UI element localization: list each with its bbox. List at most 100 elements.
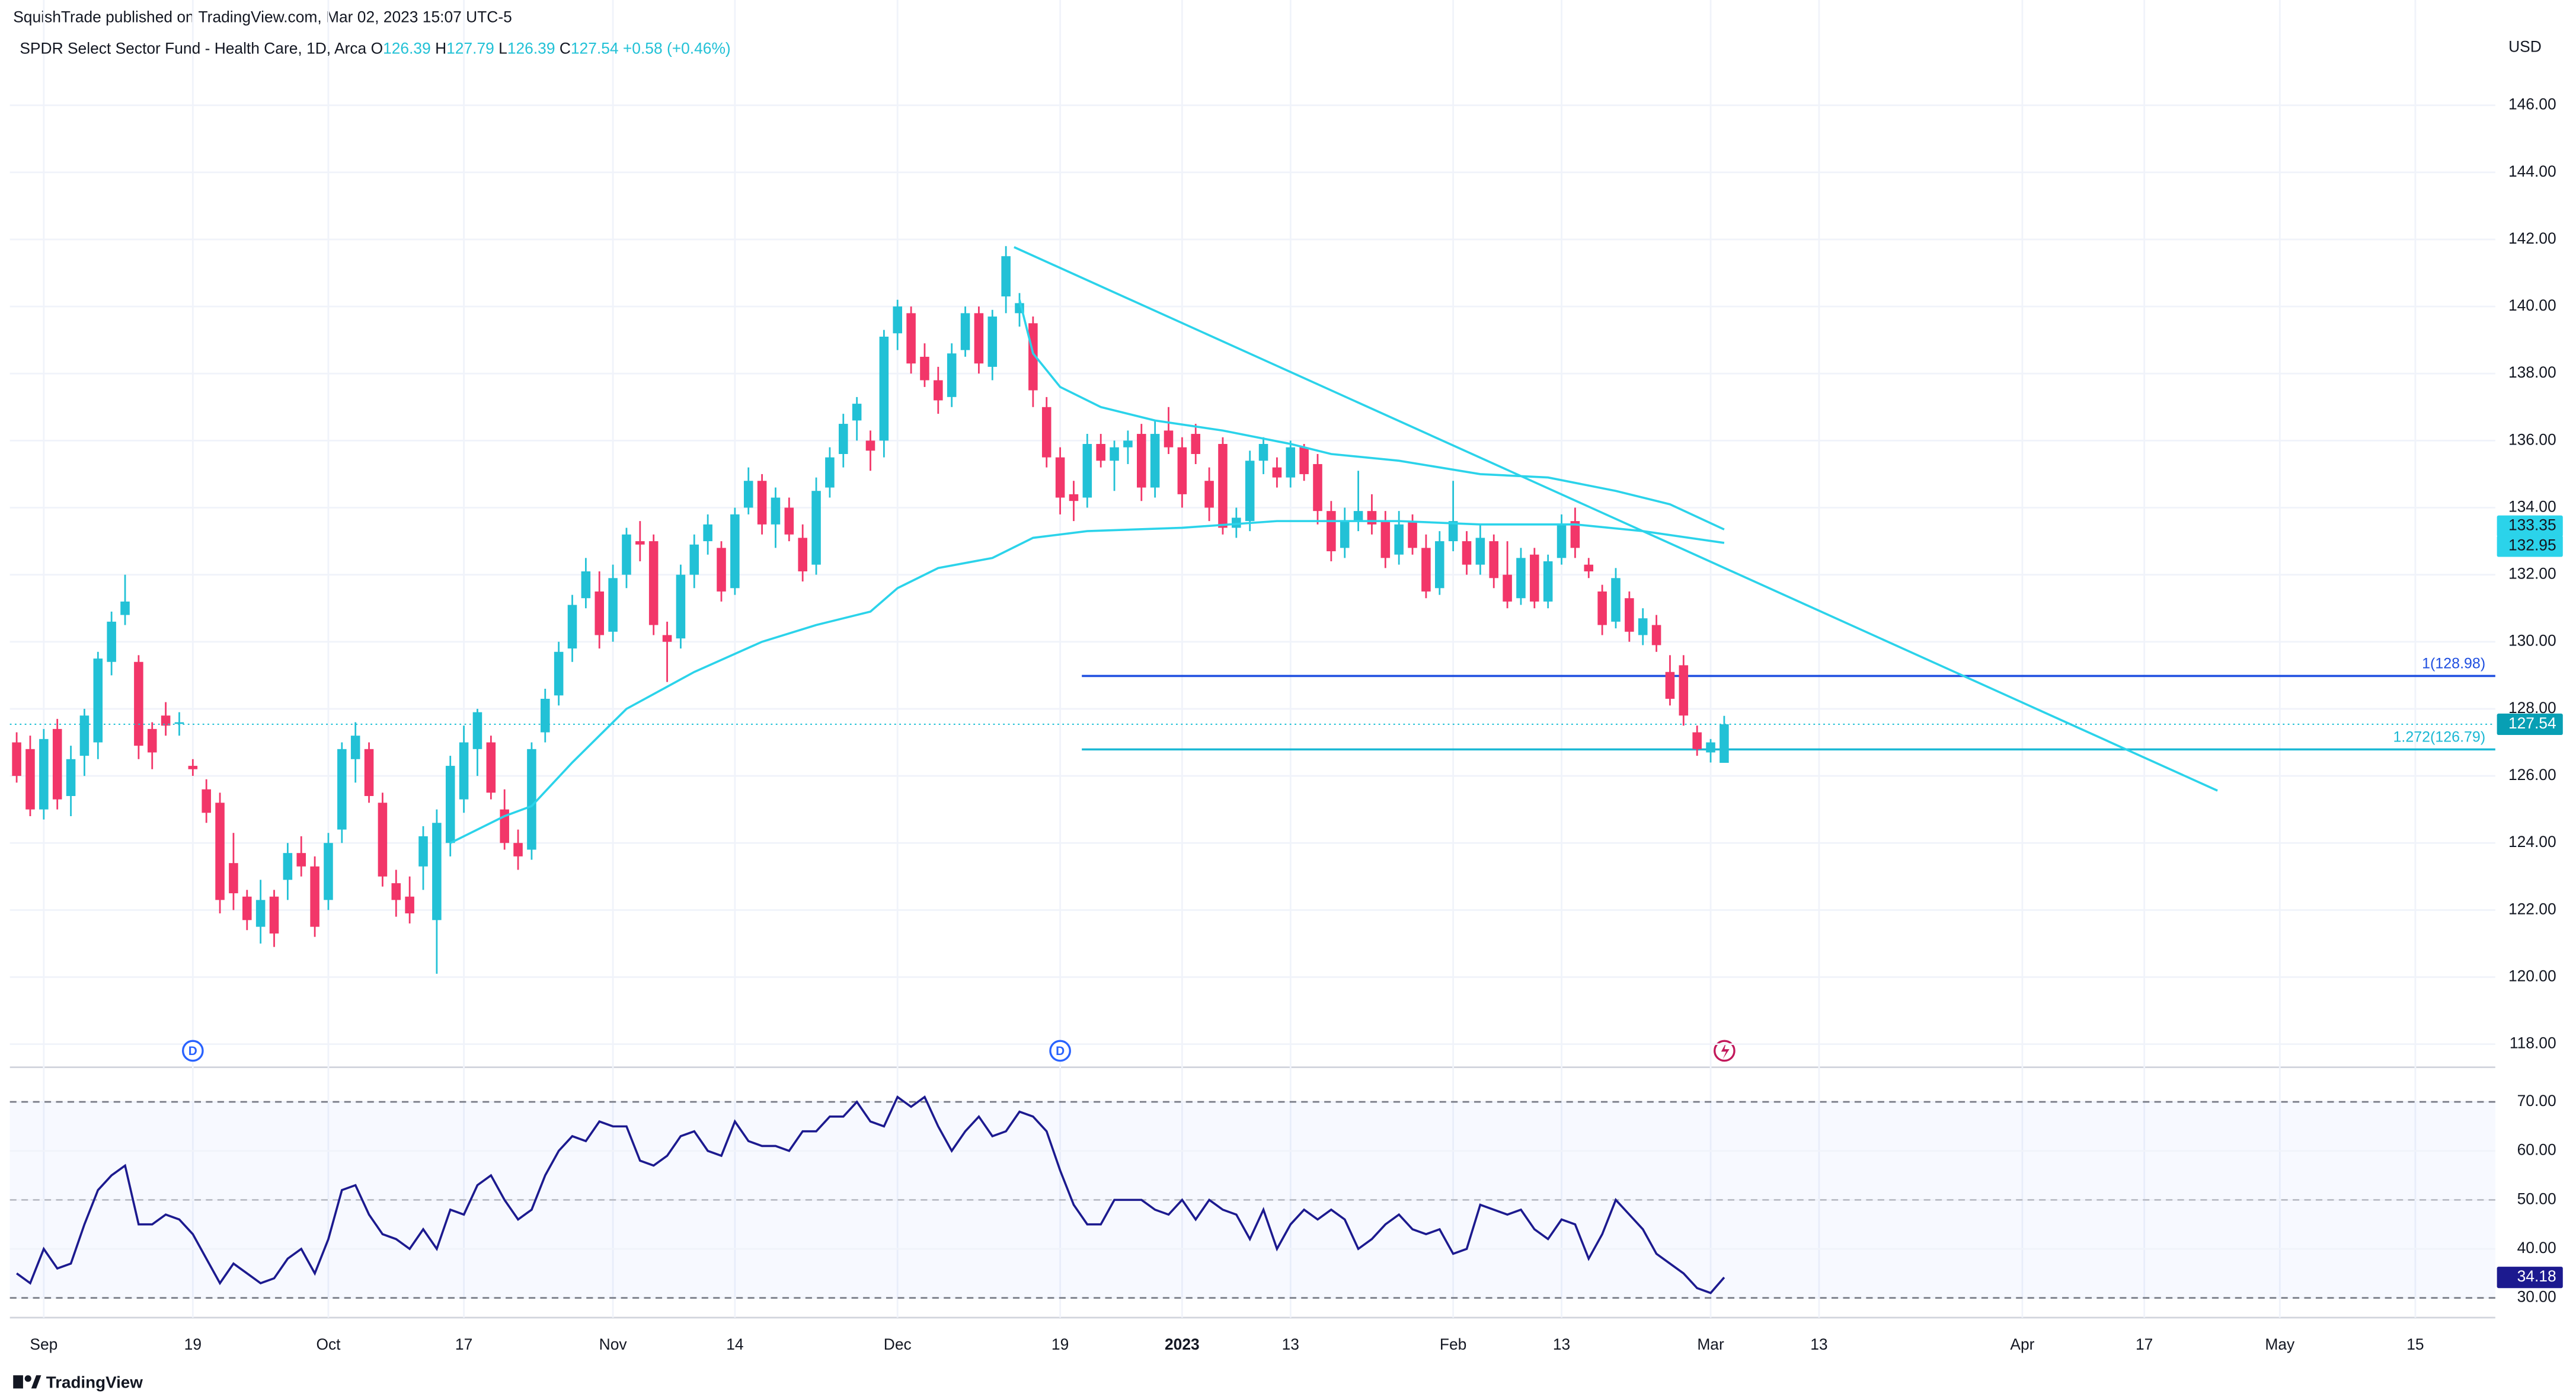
y-tick-label: 120.00	[2508, 967, 2556, 985]
logo-part	[13, 1375, 23, 1389]
candle-body	[1408, 521, 1417, 548]
ma-value-label-box	[2497, 515, 2563, 537]
candle-body	[1258, 444, 1268, 461]
candle-body	[608, 578, 618, 632]
x-tick-label: May	[2265, 1335, 2295, 1353]
candle-body	[107, 621, 116, 662]
candle-body	[581, 571, 591, 599]
candle-body	[188, 766, 198, 769]
candle-body	[1110, 447, 1119, 461]
candle-body	[703, 524, 712, 542]
candle-body	[459, 742, 469, 800]
event-marker	[1049, 1040, 1071, 1062]
candle-body	[947, 353, 957, 397]
candle-body	[364, 749, 374, 797]
ma-line	[1018, 299, 1725, 530]
brand: TradingView	[46, 1373, 143, 1392]
candle-body	[987, 317, 998, 367]
logo-part	[31, 1375, 41, 1389]
ohlc-key: L	[498, 39, 507, 57]
x-tick-label: Dec	[884, 1335, 912, 1353]
x-tick-label: Apr	[2010, 1335, 2034, 1353]
candle-body	[1272, 467, 1282, 478]
x-tick-label: Nov	[599, 1335, 628, 1353]
candle-body	[960, 313, 970, 350]
ma-value-label: 133.35	[2508, 516, 2556, 534]
candle-body	[1489, 541, 1499, 578]
candle-body	[1692, 732, 1702, 749]
candle-body	[79, 715, 90, 756]
candle-body	[879, 336, 889, 441]
x-tick-label: 19	[184, 1335, 202, 1353]
y-tick-label: 126.00	[2508, 766, 2556, 784]
candle-body	[202, 789, 211, 813]
candle-body	[1041, 407, 1052, 458]
candle-body	[134, 661, 143, 746]
candle-body	[1475, 538, 1485, 565]
candle-body	[1679, 665, 1689, 716]
candle-body	[622, 534, 631, 575]
candle-body	[161, 715, 171, 726]
ohlc-key: H	[435, 39, 446, 57]
candle-body	[1625, 598, 1634, 632]
candle-body	[120, 601, 130, 615]
candle-body	[1055, 457, 1065, 498]
candle-body	[1611, 578, 1621, 622]
candle-body	[174, 722, 184, 724]
rsi-value-label-box	[2497, 1267, 2563, 1289]
publisher-line: SquishTrade published on TradingView.com…	[13, 8, 512, 26]
event-label: D	[188, 1044, 197, 1058]
candle-body	[242, 896, 252, 920]
y-tick-label: 136.00	[2508, 430, 2556, 448]
x-tick-label: Oct	[316, 1335, 341, 1353]
y-tick-label: 124.00	[2508, 833, 2556, 851]
x-tick-label: 13	[1282, 1335, 1299, 1353]
candle-body	[865, 440, 875, 451]
candle-body	[527, 749, 536, 850]
candle-body	[405, 896, 414, 914]
candle-body	[350, 736, 360, 759]
y-tick-label: 146.00	[2508, 95, 2556, 113]
ma-value-label: 132.95	[2508, 536, 2556, 554]
candle-body	[1191, 434, 1201, 454]
x-tick-label: 15	[2406, 1335, 2424, 1353]
candle-body	[662, 635, 672, 642]
x-tick-label: 17	[2136, 1335, 2153, 1353]
candle-body	[1232, 517, 1241, 528]
rsi-tick-label: 60.00	[2517, 1141, 2556, 1159]
plot: 1(128.98) 1.272(126.79)	[9, 246, 2495, 1294]
x-tick-label: Sep	[30, 1335, 57, 1353]
event-marker	[181, 1040, 204, 1062]
y-tick-label: 130.00	[2508, 632, 2556, 650]
candle-body	[1434, 541, 1444, 589]
candle-body	[1503, 574, 1512, 602]
candle-body	[934, 380, 943, 401]
candle-body	[595, 591, 605, 635]
candle-body	[1069, 494, 1079, 501]
rsi-value-label: 34.18	[2517, 1267, 2556, 1285]
y-tick-label: 140.00	[2508, 296, 2556, 314]
event-icon-bolt	[1721, 1042, 1730, 1059]
candle-body	[1218, 444, 1228, 528]
x-tick-label: 19	[1052, 1335, 1069, 1353]
candle-body	[825, 457, 835, 488]
candle-body	[1286, 447, 1296, 478]
event-label: D	[1056, 1044, 1065, 1058]
candle-body	[906, 313, 916, 364]
candle-body	[1462, 541, 1472, 565]
y-tick-label: 144.00	[2508, 162, 2556, 180]
candle-body	[676, 574, 686, 639]
candle-body	[1096, 444, 1105, 461]
candle-body	[296, 853, 306, 867]
candle-body	[52, 728, 62, 800]
candle-body	[391, 883, 401, 900]
x-tick-label: 13	[1810, 1335, 1827, 1353]
y-tick-label: 122.00	[2508, 900, 2556, 918]
candle-body	[554, 651, 564, 696]
trendline	[1014, 246, 2218, 792]
candle-body	[771, 497, 781, 525]
candle-body	[689, 544, 699, 575]
candle-body	[418, 836, 428, 867]
